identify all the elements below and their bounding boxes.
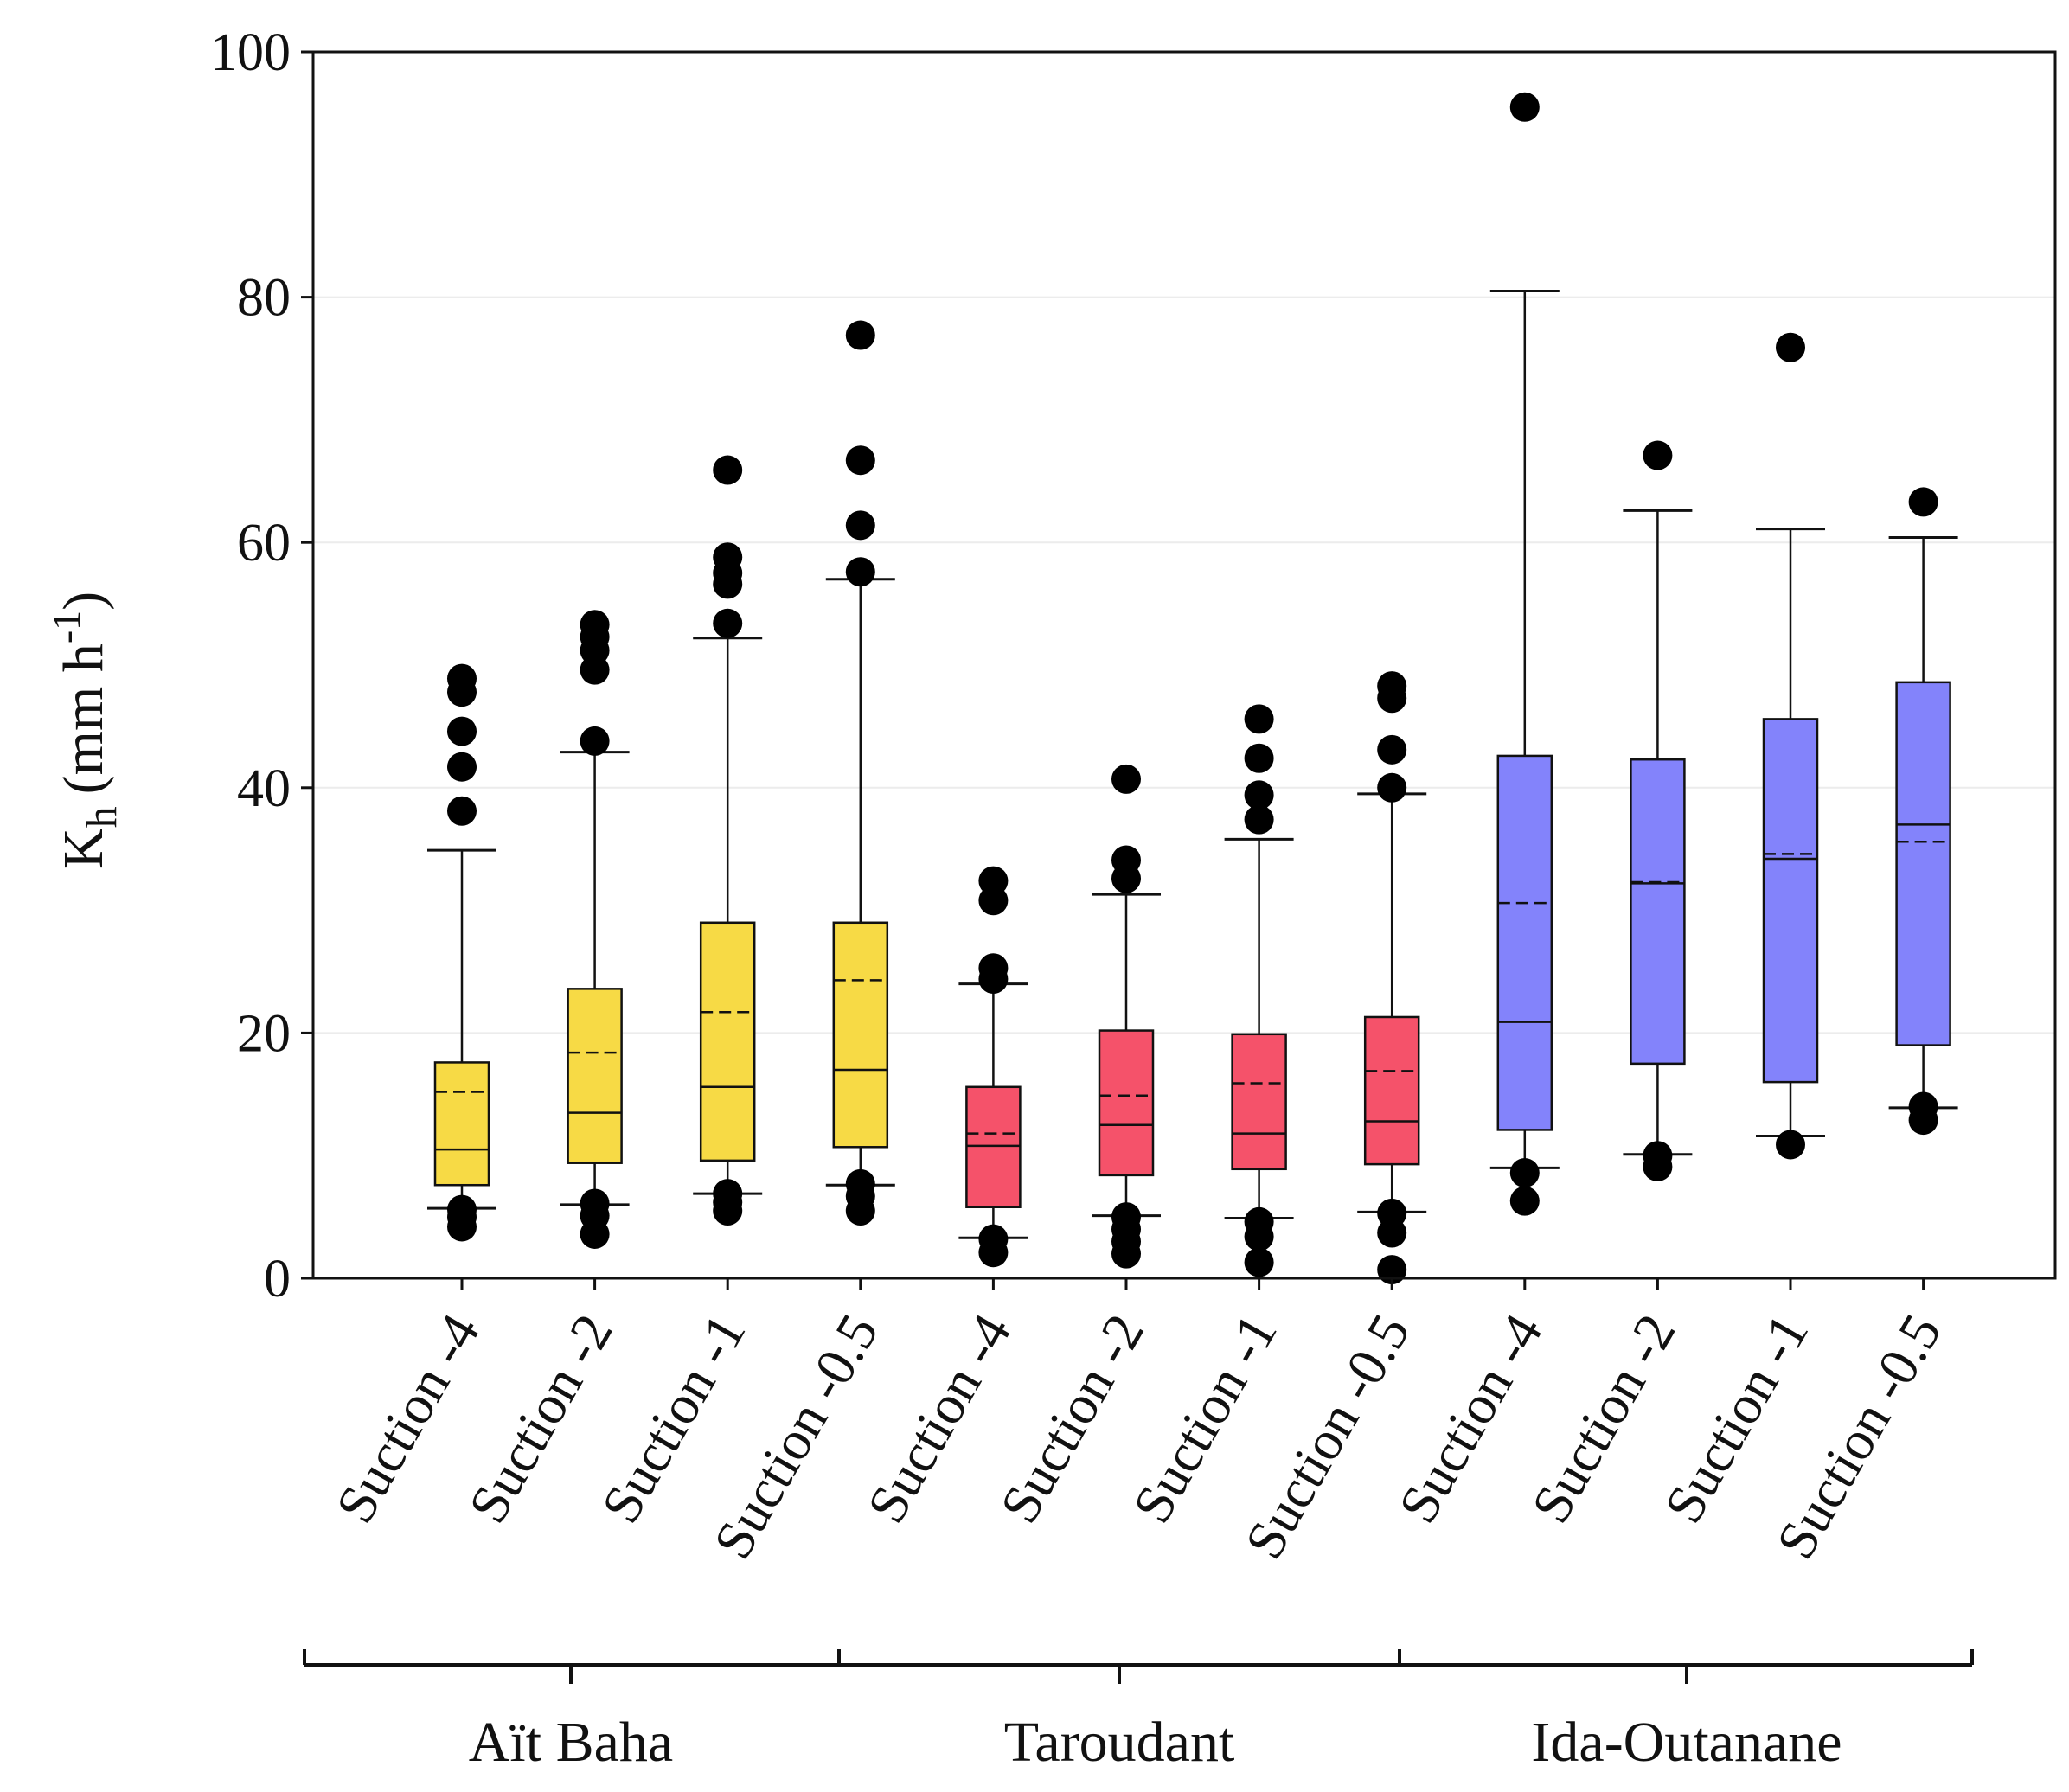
- outlier-point: [1111, 1202, 1141, 1232]
- outlier-point: [1244, 743, 1274, 773]
- outlier-point: [978, 1224, 1009, 1254]
- outlier-point: [845, 320, 875, 350]
- box-iqr: [699, 921, 756, 1162]
- outlier-point: [845, 445, 875, 476]
- outlier-point: [713, 542, 743, 573]
- box-series: [427, 92, 1958, 1285]
- y-axis-title-exp: -1: [44, 611, 88, 643]
- outlier-point: [1244, 780, 1274, 810]
- outlier-point: [845, 510, 875, 541]
- box-iqr: [1630, 758, 1686, 1066]
- outlier-point: [1244, 704, 1274, 734]
- box-7: [1224, 704, 1294, 1277]
- box-6: [1092, 764, 1161, 1269]
- box-iqr: [567, 988, 623, 1164]
- outlier-point: [1908, 1091, 1938, 1122]
- box-10: [1623, 440, 1693, 1181]
- y-tick-label: 20: [237, 1004, 291, 1063]
- box-iqr: [1231, 1033, 1287, 1171]
- outlier-point: [845, 1168, 875, 1199]
- outlier-point: [1244, 804, 1274, 835]
- outlier-point: [580, 726, 610, 756]
- outlier-point: [1244, 1206, 1274, 1237]
- outlier-point: [1776, 1130, 1805, 1160]
- box-4: [825, 320, 895, 1226]
- outlier-point: [1908, 487, 1938, 517]
- outlier-point: [713, 608, 743, 638]
- outlier-point: [447, 663, 477, 694]
- box-iqr: [1363, 1015, 1420, 1166]
- outlier-point: [447, 752, 477, 782]
- outlier-point: [1377, 671, 1407, 701]
- outlier-point: [447, 1194, 477, 1225]
- box-8: [1357, 671, 1427, 1285]
- y-axis-title-unit: (mm h: [52, 643, 115, 794]
- plot-frame: [311, 50, 2057, 1280]
- box-iqr: [965, 1085, 1022, 1209]
- outlier-point: [1377, 734, 1407, 765]
- box-iqr: [832, 921, 889, 1149]
- outlier-point: [580, 610, 610, 640]
- y-axis-title: Kh (mm h-1): [44, 592, 125, 869]
- y-axis-title-close: ): [52, 592, 115, 611]
- box-9: [1489, 92, 1560, 1216]
- box-iqr: [433, 1061, 490, 1187]
- box-1: [427, 663, 496, 1242]
- outlier-point: [1111, 845, 1141, 875]
- y-tick-label: 100: [210, 23, 291, 82]
- outlier-point: [1643, 440, 1673, 470]
- y-tick-label: 60: [237, 514, 291, 573]
- outlier-point: [1377, 1198, 1407, 1228]
- outlier-point: [1509, 1186, 1540, 1216]
- outlier-point: [1509, 1158, 1540, 1188]
- box-iqr: [1496, 754, 1553, 1131]
- box-iqr: [1762, 718, 1819, 1084]
- outlier-point: [1643, 1141, 1673, 1171]
- box-5: [958, 866, 1028, 1268]
- box-iqr: [1895, 681, 1951, 1046]
- outlier-point: [713, 455, 743, 485]
- box-iqr: [1098, 1029, 1155, 1177]
- outlier-point: [713, 1179, 743, 1209]
- group-label: Aït Baha: [469, 1711, 673, 1774]
- outlier-point: [978, 866, 1009, 896]
- group-axis: Aït Baha Taroudant Ida-Outanane: [303, 1649, 1974, 1774]
- outlier-point: [447, 716, 477, 746]
- outlier-point: [1509, 92, 1540, 122]
- box-3: [693, 455, 763, 1226]
- outlier-point: [447, 796, 477, 826]
- box-2: [560, 610, 630, 1249]
- outlier-point: [1244, 1247, 1274, 1277]
- group-label: Taroudant: [1004, 1711, 1235, 1774]
- box-12: [1888, 487, 1958, 1136]
- outlier-point: [1377, 772, 1407, 803]
- outlier-point: [1111, 764, 1141, 794]
- y-tick-label: 40: [237, 759, 291, 818]
- y-tick-label: 0: [264, 1250, 291, 1309]
- y-axis: 0 20 40 60 80 100: [210, 23, 313, 1309]
- y-tick-label: 80: [237, 269, 291, 328]
- y-axis-title-main: K: [52, 828, 115, 869]
- outlier-point: [580, 1188, 610, 1219]
- outlier-point: [845, 557, 875, 587]
- box-11: [1756, 332, 1825, 1160]
- outlier-point: [978, 953, 1009, 983]
- outlier-point: [1776, 332, 1805, 362]
- y-axis-title-sub: h: [77, 806, 125, 828]
- group-label: Ida-Outanane: [1531, 1711, 1842, 1774]
